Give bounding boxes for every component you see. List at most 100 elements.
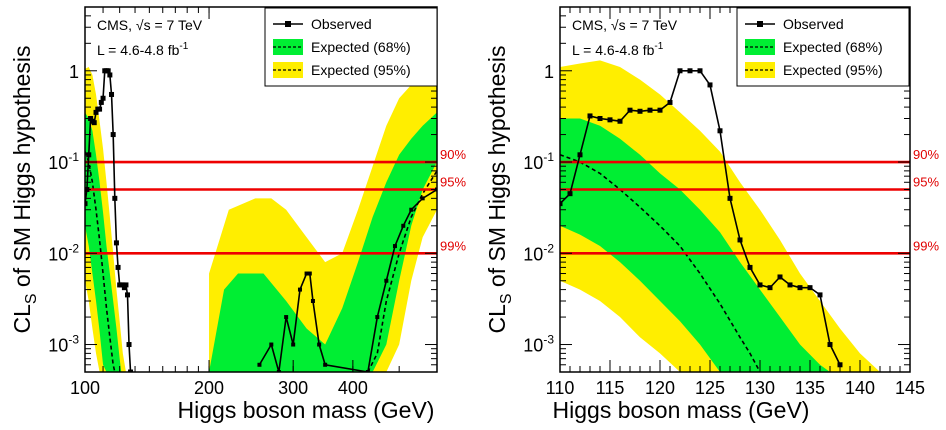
observed-point bbox=[257, 362, 262, 367]
observed-point bbox=[121, 285, 127, 291]
expected-68-band bbox=[85, 112, 122, 372]
cl-label: 95% bbox=[440, 175, 466, 190]
y-tick-label: 10-2 bbox=[523, 241, 554, 264]
observed-point bbox=[627, 107, 633, 113]
observed-point bbox=[100, 95, 106, 101]
legend-observed-marker bbox=[757, 21, 763, 27]
observed-point bbox=[607, 117, 613, 123]
expected-95-band bbox=[560, 60, 880, 372]
observed-point bbox=[110, 132, 116, 138]
observed-point bbox=[401, 223, 406, 228]
observed-point bbox=[707, 82, 713, 88]
observed-point bbox=[113, 240, 119, 246]
observed-point bbox=[677, 68, 683, 74]
observed-point bbox=[597, 115, 603, 121]
observed-point bbox=[284, 315, 289, 320]
observed-point bbox=[727, 195, 733, 201]
legend-observed-label: Observed bbox=[311, 16, 372, 32]
observed-point bbox=[647, 107, 653, 113]
observed-point bbox=[375, 315, 380, 320]
observed-point bbox=[747, 264, 753, 270]
observed-point bbox=[323, 362, 328, 367]
observed-point bbox=[737, 237, 743, 243]
y-axis-title: CLS of SM Higgs hypothesis bbox=[484, 45, 515, 333]
observed-point bbox=[91, 120, 97, 126]
legend-95-label: Expected (95%) bbox=[783, 62, 883, 78]
cl-label: 90% bbox=[913, 147, 939, 162]
x-tick-label: 135 bbox=[795, 378, 825, 398]
observed-point bbox=[687, 68, 693, 74]
plot-area bbox=[560, 60, 910, 372]
cl-label: 99% bbox=[913, 238, 939, 253]
observed-point bbox=[112, 195, 118, 201]
plot-area bbox=[85, 67, 437, 372]
observed-point bbox=[392, 244, 397, 249]
observed-point bbox=[123, 282, 129, 288]
x-tick-label: 120 bbox=[645, 378, 675, 398]
observed-point bbox=[98, 99, 104, 105]
cms-energy-label: CMS, √s = 7 TeV bbox=[97, 17, 203, 33]
x-tick-label: 300 bbox=[278, 378, 308, 398]
observed-point bbox=[276, 370, 281, 372]
observed-point bbox=[86, 152, 92, 158]
observed-point bbox=[567, 191, 573, 197]
expected-68-band bbox=[560, 118, 830, 372]
observed-point bbox=[297, 287, 302, 292]
x-tick-label: 115 bbox=[596, 378, 625, 398]
observed-point bbox=[93, 109, 99, 115]
right-panel: 90% 95% 99% 10-3 10-2 10-1 1 110 115 120 125 130 135… bbox=[484, 6, 939, 423]
observed-point bbox=[269, 342, 274, 347]
observed-point bbox=[409, 207, 414, 212]
observed-point bbox=[717, 128, 723, 134]
observed-point bbox=[587, 113, 593, 119]
cl-label: 99% bbox=[440, 238, 466, 253]
observed-point bbox=[317, 342, 322, 347]
y-tick-label: 10-2 bbox=[48, 241, 79, 264]
observed-point bbox=[420, 196, 425, 201]
observed-point bbox=[837, 362, 843, 368]
x-axis-title: Higgs boson mass (GeV) bbox=[553, 397, 810, 423]
expected-median-line bbox=[85, 151, 116, 372]
observed-point bbox=[787, 282, 793, 288]
y-axis-title: CLS of SM Higgs hypothesis bbox=[9, 45, 40, 333]
observed-point bbox=[107, 72, 113, 78]
observed-point bbox=[291, 342, 296, 347]
legend-68-label: Expected (68%) bbox=[783, 39, 883, 55]
x-axis-title: Higgs boson mass (GeV) bbox=[178, 397, 435, 423]
observed-point bbox=[97, 106, 103, 112]
cms-energy-label: CMS, √s = 7 TeV bbox=[572, 17, 678, 33]
observed-point bbox=[797, 285, 803, 291]
y-tick-label: 10-1 bbox=[523, 150, 554, 173]
observed-point bbox=[817, 292, 823, 298]
observed-point bbox=[617, 118, 623, 124]
observed-point bbox=[807, 285, 813, 291]
legend-observed-label: Observed bbox=[783, 16, 844, 32]
y-tick-label: 10-3 bbox=[48, 333, 79, 356]
observed-point bbox=[120, 282, 126, 288]
legend-observed-marker bbox=[285, 21, 291, 27]
observed-point bbox=[85, 201, 88, 207]
observed-point bbox=[767, 285, 773, 291]
observed-point bbox=[560, 201, 563, 207]
x-tick-label: 125 bbox=[695, 378, 725, 398]
cl-label: 90% bbox=[440, 147, 466, 162]
observed-point bbox=[667, 99, 673, 105]
legend-95-label: Expected (95%) bbox=[311, 62, 411, 78]
observed-point bbox=[128, 369, 134, 372]
x-tick-label: 110 bbox=[546, 378, 575, 398]
x-tick-label: 200 bbox=[194, 378, 224, 398]
x-tick-label: 145 bbox=[895, 378, 925, 398]
cl-label: 95% bbox=[913, 175, 939, 190]
y-tick-label: 10-1 bbox=[48, 150, 79, 173]
x-tick-label: 140 bbox=[845, 378, 875, 398]
legend: Observed Expected (68%) Expected (95%) bbox=[736, 7, 910, 87]
observed-point bbox=[577, 152, 583, 158]
y-tick-label: 10-3 bbox=[523, 333, 554, 356]
expected-95-band bbox=[85, 67, 126, 372]
left-panel: 90% 95% 99% 10-3 10-2 10-1 1 100 200 300 400 CLS of… bbox=[9, 6, 466, 423]
observed-point bbox=[124, 292, 130, 298]
x-tick-label: 100 bbox=[70, 378, 100, 398]
observed-point bbox=[109, 91, 115, 97]
luminosity-label: L = 4.6-4.8 fb-1 bbox=[97, 41, 189, 58]
